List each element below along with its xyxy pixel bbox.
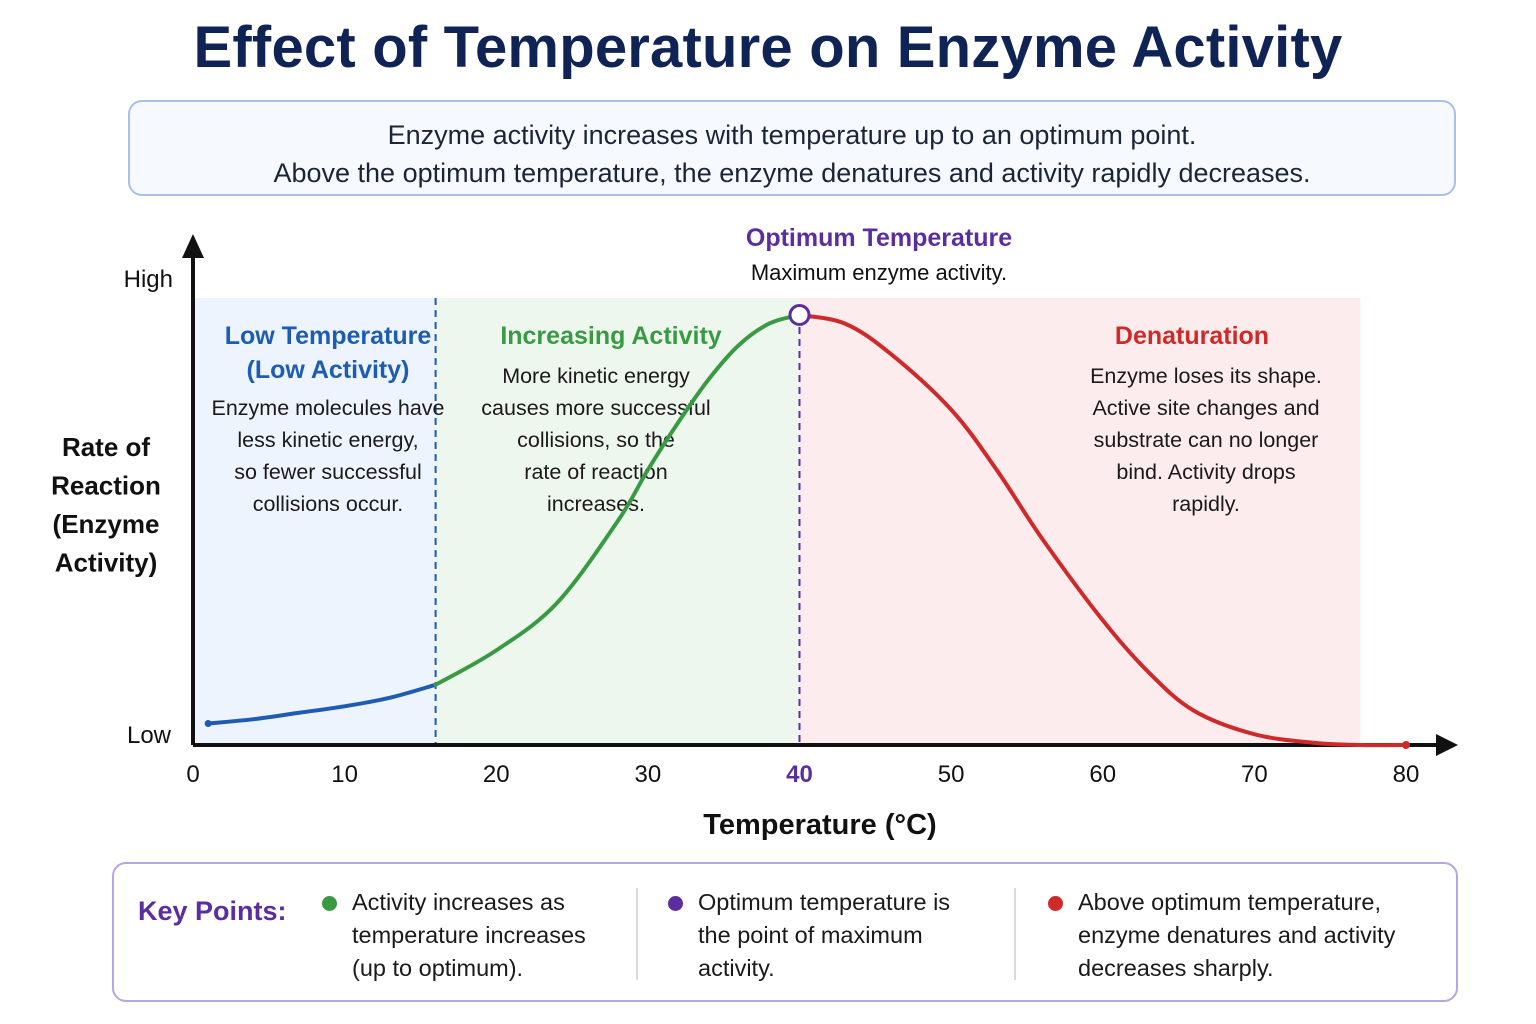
- x-tick-label-50: 50: [938, 761, 965, 788]
- x-tick-label-40: 40: [786, 761, 813, 788]
- key-points-divider-1: [636, 888, 638, 980]
- enzyme-activity-chart: Low Temperature (Low Activity) Enzyme mole…: [51, 224, 1458, 841]
- region-title-increasing-0: Increasing Activity: [500, 322, 721, 350]
- optimum-note: Maximum enzyme activity.: [751, 260, 1007, 285]
- green-bullet-icon: [322, 896, 337, 911]
- region-text-low-0: Enzyme molecules have: [211, 396, 444, 420]
- x-tick-label-80: 80: [1393, 761, 1420, 788]
- region-title-low-1: (Low Activity): [247, 356, 410, 384]
- optimum-marker: [788, 304, 811, 326]
- region-text-low-3: collisions occur.: [253, 492, 404, 516]
- curve-segment-increasing: [433, 313, 802, 687]
- region-text-denaturation-2: substrate can no longer: [1094, 428, 1319, 452]
- y-axis-title-2: (Enzyme: [53, 509, 160, 539]
- region-text-denaturation-0: Enzyme loses its shape.: [1090, 364, 1322, 388]
- region-text-increasing-2: collisions, so the: [517, 428, 675, 452]
- region-text-low-2: so fewer successful: [234, 460, 422, 484]
- x-tick-label-70: 70: [1241, 761, 1268, 788]
- region-text-denaturation-1: Active site changes and: [1092, 396, 1319, 420]
- red-bullet-icon: [1048, 896, 1063, 911]
- x-tick-label-60: 60: [1089, 761, 1116, 788]
- curve-segment-denaturation: [797, 313, 1408, 748]
- curve-segment-low: [206, 682, 438, 726]
- key-point-3-text: Above optimum temperature, enzyme denatu…: [1078, 889, 1396, 981]
- chart-labels: Optimum Temperature Maximum enzyme activi…: [746, 224, 1012, 326]
- region-title-low-0: Low Temperature: [225, 322, 432, 350]
- curve-end-dot: [1402, 741, 1410, 749]
- x-axis-arrow-icon: [1436, 734, 1458, 756]
- y-axis-title-3: Activity): [55, 548, 158, 578]
- region-annotations: Low Temperature (Low Activity) Enzyme mole…: [211, 322, 1321, 516]
- key-point-1-text: Activity increases as temperature increa…: [352, 889, 586, 981]
- x-tick-label-10: 10: [331, 761, 358, 788]
- x-tick-label-0: 0: [186, 761, 199, 788]
- region-text-denaturation-3: bind. Activity drops: [1116, 460, 1295, 484]
- page-title: Effect of Temperature on Enzyme Activity: [193, 15, 1343, 80]
- summary-line-1: Enzyme activity increases with temperatu…: [387, 120, 1197, 150]
- key-points-heading: Key Points:: [138, 896, 287, 926]
- x-tick-label-20: 20: [483, 761, 510, 788]
- region-text-increasing-1: causes more successful: [481, 396, 710, 420]
- key-points-divider-2: [1014, 888, 1016, 980]
- region-bg-low: [193, 298, 436, 745]
- region-title-denaturation-0: Denaturation: [1115, 322, 1269, 350]
- axes: 0 10 20 30 40 50 60 70 80 High Low Temperature (°C)…: [51, 234, 1458, 841]
- x-tick-label-30: 30: [635, 761, 662, 788]
- y-axis-title-1: Reaction: [51, 471, 161, 501]
- region-backgrounds: [193, 298, 1361, 745]
- x-axis-title: Temperature (°C): [703, 809, 936, 841]
- purple-bullet-icon: [668, 896, 683, 911]
- y-axis-arrow-icon: [182, 234, 204, 258]
- region-text-denaturation-4: rapidly.: [1172, 492, 1240, 516]
- region-text-low-1: less kinetic energy,: [237, 428, 418, 452]
- key-point-2-text: Optimum temperature is the point of maxi…: [698, 889, 951, 981]
- optimum-label: Optimum Temperature: [746, 224, 1012, 252]
- activity-curve: [204, 313, 1410, 749]
- key-points-panel: Key Points: Activity increases as temper…: [112, 862, 1458, 1002]
- summary-box: Enzyme activity increases with temperatu…: [128, 100, 1456, 196]
- region-text-increasing-0: More kinetic energy: [502, 364, 690, 388]
- summary-line-2: Above the optimum temperature, the enzym…: [273, 158, 1311, 188]
- y-tick-low: Low: [127, 722, 172, 749]
- curve-start-dot: [204, 720, 212, 727]
- y-axis-title-0: Rate of: [62, 432, 150, 462]
- region-bg-denaturation: [799, 298, 1361, 745]
- y-tick-high: High: [124, 266, 173, 293]
